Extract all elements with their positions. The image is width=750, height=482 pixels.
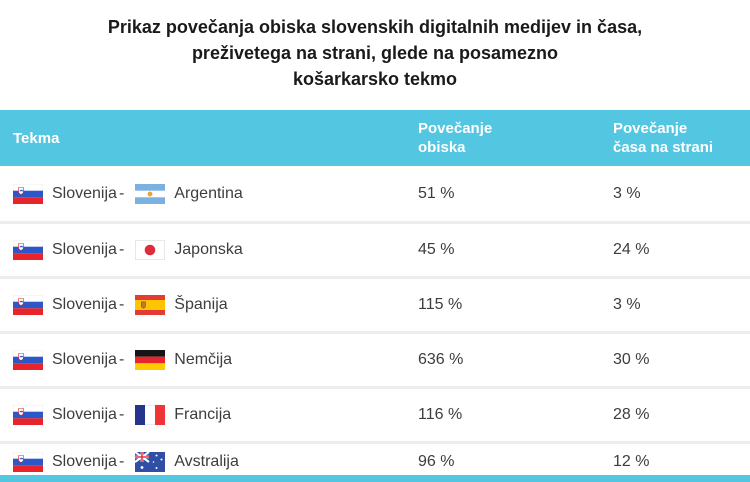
vs-separator: - <box>118 406 125 423</box>
time-increase-value: 28 % <box>613 406 650 423</box>
home-team-label: Slovenija <box>52 241 117 258</box>
visits-increase-value: 51 % <box>418 184 455 202</box>
vs-separator: - <box>118 296 125 313</box>
away-team-label: Japonska <box>174 241 243 258</box>
home-team-label: Slovenija <box>52 296 117 313</box>
japan-flag-icon <box>135 240 166 260</box>
slovenia-flag-icon <box>13 452 43 472</box>
france-flag-icon <box>135 405 166 425</box>
vs-separator: - <box>118 453 125 470</box>
home-team-label: Slovenija <box>52 184 117 202</box>
title-line-2: preživetega na strani, glede na posamezn… <box>191 43 559 63</box>
table-row: Slovenija - Argentina 51 % 3 % <box>0 166 750 221</box>
match-cell: Slovenija - Argentina <box>0 183 418 204</box>
match-cell: Slovenija - Španija <box>0 295 418 315</box>
australia-flag-icon <box>135 452 166 472</box>
column-header-povecanje-casa: Povečanje časa na strani <box>613 119 750 157</box>
time-increase-value: 24 % <box>613 241 650 258</box>
visits-increase-value: 45 % <box>418 241 455 258</box>
time-increase-value: 3 % <box>613 296 641 313</box>
spain-flag-icon <box>135 295 166 315</box>
table-row: Slovenija - Francija 116 % 28 % <box>0 386 750 441</box>
time-increase-value: 3 % <box>613 184 641 202</box>
time-increase-value: 12 % <box>613 453 650 470</box>
slovenia-flag-icon <box>13 240 43 260</box>
title-line-3: košarkarsko tekmo <box>292 69 458 89</box>
home-team-label: Slovenija <box>52 406 117 423</box>
match-cell: Slovenija - Nemčija <box>0 350 418 370</box>
column-header-time-line2: časa na strani <box>613 139 714 156</box>
slovenia-flag-icon <box>13 295 43 315</box>
column-header-visits-line2: obiska <box>418 139 466 156</box>
table-body: Slovenija - Argentina 51 % 3 % Slovenija… <box>0 166 750 480</box>
match-cell: Slovenija - Avstralija <box>0 452 418 472</box>
table-row: Slovenija - Španija 115 % 3 % <box>0 276 750 331</box>
bottom-accent-bar <box>0 475 750 482</box>
visits-increase-value: 115 % <box>418 296 463 313</box>
vs-separator: - <box>118 241 125 258</box>
away-team-label: Avstralija <box>174 453 239 470</box>
table-header-row: Tekma Povečanje obiska Povečanje časa na… <box>0 110 750 166</box>
away-team-label: Nemčija <box>174 351 233 368</box>
visits-increase-value: 636 % <box>418 351 464 368</box>
home-team-label: Slovenija <box>52 453 117 470</box>
vs-separator: - <box>118 351 125 368</box>
home-team-label: Slovenija <box>52 351 117 368</box>
away-team-label: Francija <box>174 406 232 423</box>
time-increase-value: 30 % <box>613 351 650 368</box>
slovenia-flag-icon <box>13 183 43 204</box>
table-row: Slovenija - Avstralija 96 % 12 % <box>0 441 750 480</box>
column-header-tekma: Tekma <box>0 129 418 148</box>
table-row: Slovenija - Nemčija 636 % 30 % <box>0 331 750 386</box>
column-header-visits-line1: Povečanje <box>418 120 493 137</box>
match-cell: Slovenija - Japonska <box>0 240 418 260</box>
slovenia-flag-icon <box>13 405 43 425</box>
away-team-label: Španija <box>174 296 228 313</box>
visits-increase-value: 96 % <box>418 453 455 470</box>
visits-increase-value: 116 % <box>418 406 463 423</box>
away-team-label: Argentina <box>174 184 243 202</box>
match-cell: Slovenija - Francija <box>0 405 418 425</box>
page-title: Prikaz povečanja obiska slovenskih digit… <box>0 0 750 92</box>
title-line-1: Prikaz povečanja obiska slovenskih digit… <box>107 17 643 37</box>
table-row: Slovenija - Japonska 45 % 24 % <box>0 221 750 276</box>
column-header-povecanje-obiska: Povečanje obiska <box>418 119 613 157</box>
vs-separator: - <box>118 184 125 202</box>
slovenia-flag-icon <box>13 350 43 370</box>
germany-flag-icon <box>135 350 166 370</box>
argentina-flag-icon <box>135 183 166 204</box>
column-header-time-line1: Povečanje <box>613 120 688 137</box>
column-header-tekma-label: Tekma <box>13 129 60 147</box>
